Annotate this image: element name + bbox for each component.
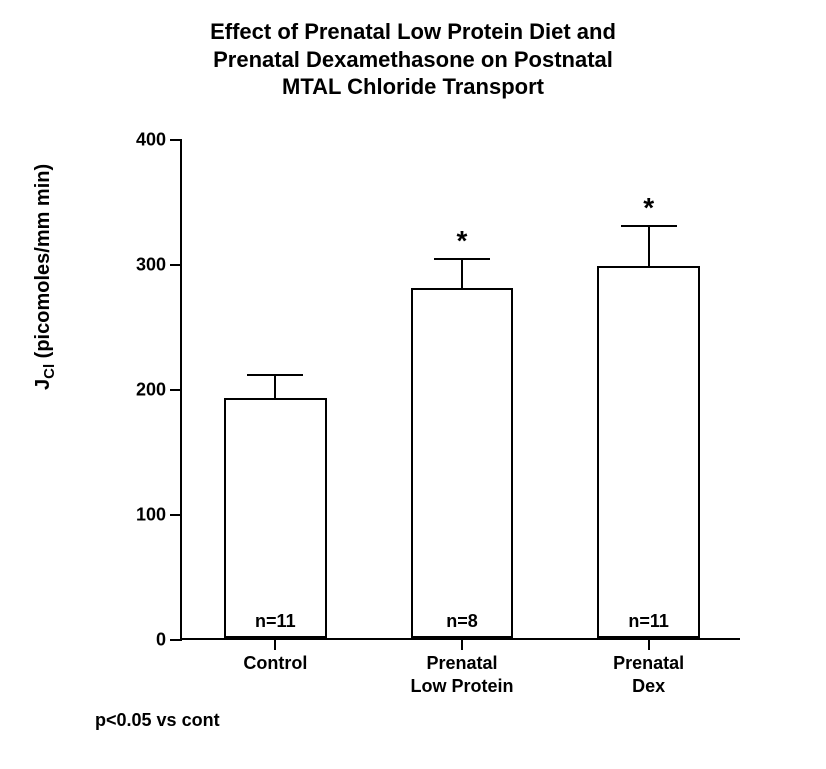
y-axis-label: JCl (picomoles/mm min) — [32, 164, 58, 390]
y-tick-label: 400 — [136, 130, 182, 151]
plot-area: 0100200300400Controln=11PrenatalLow Prot… — [180, 140, 740, 640]
bar — [224, 398, 327, 638]
error-bar — [274, 375, 276, 400]
figure: Effect of Prenatal Low Protein Diet and … — [0, 0, 826, 769]
significance-marker: * — [643, 192, 654, 224]
x-tick-label: PrenatalLow Protein — [411, 638, 514, 697]
bar — [411, 288, 514, 638]
significance-footnote: p<0.05 vs cont — [95, 710, 220, 731]
y-tick-label: 0 — [156, 630, 182, 651]
error-cap — [434, 258, 490, 260]
chart-title: Effect of Prenatal Low Protein Diet and … — [0, 18, 826, 101]
chart-title-line3: MTAL Chloride Transport — [282, 74, 544, 99]
n-label: n=11 — [628, 611, 669, 632]
error-bar — [461, 259, 463, 290]
y-tick-label: 100 — [136, 505, 182, 526]
chart-title-line1: Effect of Prenatal Low Protein Diet and — [210, 19, 616, 44]
n-label: n=8 — [446, 611, 478, 632]
significance-marker: * — [457, 225, 468, 257]
error-bar — [648, 226, 650, 267]
y-tick-label: 300 — [136, 255, 182, 276]
error-cap — [621, 225, 677, 227]
chart-title-line2: Prenatal Dexamethasone on Postnatal — [213, 47, 613, 72]
x-tick-label: PrenatalDex — [613, 638, 684, 697]
x-tick-label: Control — [243, 638, 307, 675]
bar — [597, 266, 700, 639]
error-cap — [247, 374, 303, 376]
n-label: n=11 — [255, 611, 296, 632]
y-tick-label: 200 — [136, 380, 182, 401]
